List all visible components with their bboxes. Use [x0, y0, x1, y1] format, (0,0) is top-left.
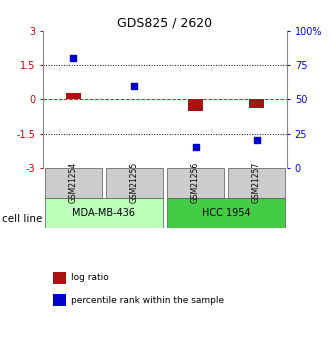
Text: cell line: cell line — [2, 214, 42, 224]
Text: GSM21257: GSM21257 — [252, 162, 261, 204]
Point — [193, 145, 198, 150]
Point — [132, 83, 137, 89]
Bar — [66, 93, 81, 99]
Bar — [228, 168, 285, 198]
Text: log ratio: log ratio — [71, 273, 109, 282]
Point — [254, 138, 259, 143]
Bar — [106, 168, 163, 198]
Text: GSM21254: GSM21254 — [69, 162, 78, 204]
Bar — [45, 198, 163, 228]
Point — [71, 56, 76, 61]
Title: GDS825 / 2620: GDS825 / 2620 — [117, 17, 213, 30]
Text: MDA-MB-436: MDA-MB-436 — [73, 208, 135, 218]
Bar — [249, 99, 264, 108]
Text: HCC 1954: HCC 1954 — [202, 208, 250, 218]
Bar — [45, 168, 102, 198]
Bar — [167, 168, 224, 198]
Bar — [167, 198, 285, 228]
Text: GSM21256: GSM21256 — [191, 162, 200, 204]
Bar — [188, 99, 203, 111]
Text: GSM21255: GSM21255 — [130, 162, 139, 204]
Text: percentile rank within the sample: percentile rank within the sample — [71, 296, 224, 305]
